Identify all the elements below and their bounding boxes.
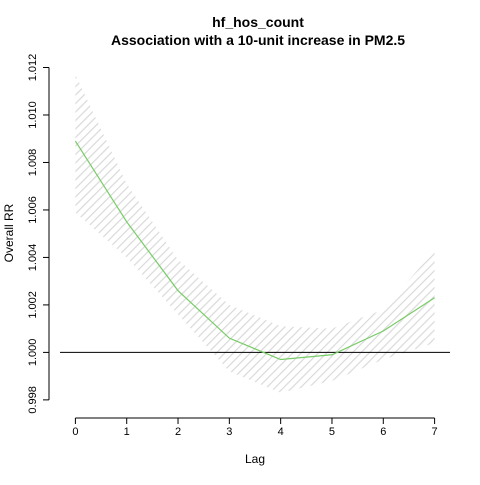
chart-title: hf_hos_count xyxy=(212,14,304,30)
y-tick-label: 0.998 xyxy=(27,386,39,414)
x-tick-label: 4 xyxy=(278,426,284,438)
x-tick-label: 0 xyxy=(72,426,78,438)
confidence-band xyxy=(75,74,435,393)
y-tick-label: 1.010 xyxy=(27,101,39,129)
x-tick-label: 5 xyxy=(329,426,335,438)
y-tick-label: 1.008 xyxy=(27,149,39,177)
x-tick-label: 1 xyxy=(124,426,130,438)
chart-subtitle: Association with a 10-unit increase in P… xyxy=(111,32,405,48)
plot-area: 0.998 1.000 1.002 1.004 1.006 1.008 1.010 1.012… xyxy=(27,54,450,438)
x-tick-label: 2 xyxy=(175,426,181,438)
rr-estimate-line xyxy=(74,140,435,361)
y-axis-label: Overall RR xyxy=(2,203,16,262)
y-tick-label: 1.000 xyxy=(27,339,39,367)
y-tick-label: 1.002 xyxy=(27,291,39,319)
x-tick-label: 7 xyxy=(432,426,438,438)
y-tick-label: 1.012 xyxy=(27,54,39,82)
x-axis-label: Lag xyxy=(245,452,265,466)
y-tick-label: 1.006 xyxy=(27,196,39,224)
x-tick-label: 6 xyxy=(380,426,386,438)
x-tick-label: 3 xyxy=(226,426,232,438)
y-tick-label: 1.004 xyxy=(27,244,39,272)
